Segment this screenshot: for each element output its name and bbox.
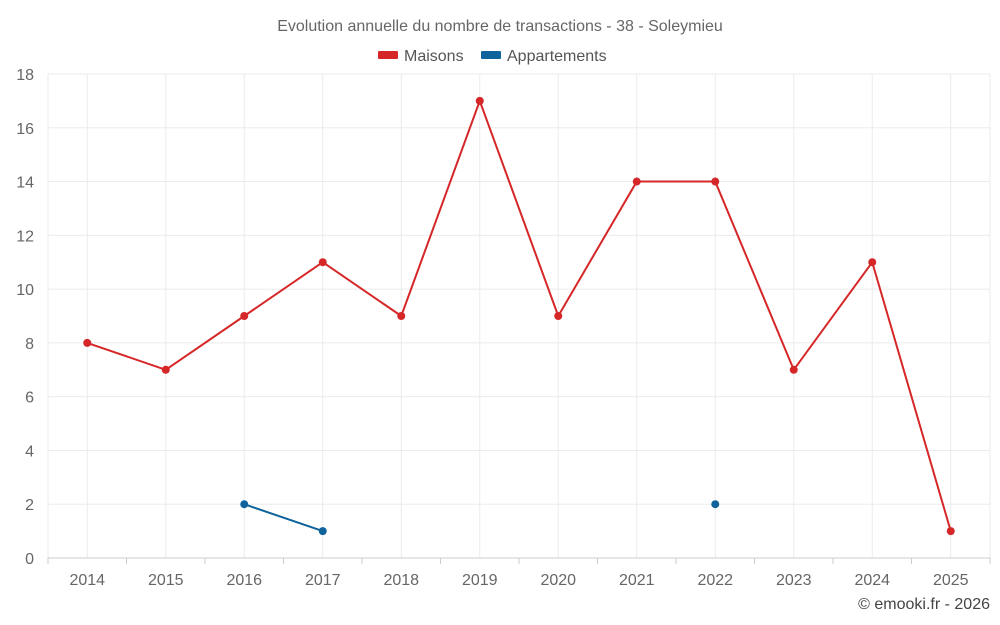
- legend[interactable]: Maisons Appartements: [378, 48, 607, 65]
- x-tick-label: 2022: [697, 572, 733, 589]
- data-point-maisons[interactable]: [632, 177, 641, 186]
- series-line-maisons: [86, 99, 952, 532]
- legend-label-maisons[interactable]: Maisons: [404, 48, 464, 65]
- x-tick-label: 2023: [776, 572, 812, 589]
- data-point-maisons[interactable]: [318, 258, 327, 267]
- x-tick-label: 2024: [854, 572, 890, 589]
- data-point-appartements[interactable]: [711, 500, 720, 509]
- data-point-maisons[interactable]: [789, 365, 798, 374]
- data-point-maisons[interactable]: [240, 312, 249, 320]
- data-point-maisons[interactable]: [397, 312, 406, 320]
- legend-swatch-appartements[interactable]: [481, 51, 501, 59]
- y-tick-label: 0: [25, 551, 34, 568]
- y-tick-label: 18: [16, 67, 34, 84]
- grid: [47, 73, 991, 558]
- chart-title: Evolution annuelle du nombre de transact…: [277, 18, 723, 35]
- series-line-appartements: [243, 503, 324, 533]
- x-tick-label: 2015: [148, 572, 184, 589]
- x-tick-label: 2014: [69, 572, 105, 589]
- y-tick-label: 16: [16, 121, 34, 138]
- data-point-maisons[interactable]: [868, 258, 877, 267]
- data-point-maisons[interactable]: [554, 312, 563, 320]
- series-appartements: [240, 500, 720, 536]
- data-point-maisons[interactable]: [161, 365, 170, 374]
- y-tick-label: 6: [25, 390, 34, 407]
- y-tick-label: 14: [16, 175, 34, 192]
- x-tick-label: 2020: [540, 572, 576, 589]
- series: [83, 96, 955, 536]
- data-point-maisons[interactable]: [83, 338, 92, 347]
- x-tick-label: 2017: [305, 572, 341, 589]
- data-point-appartements[interactable]: [240, 500, 249, 509]
- legend-label-appartements[interactable]: Appartements: [507, 48, 607, 65]
- y-tick-label: 12: [16, 228, 34, 245]
- y-tick-label: 4: [25, 443, 34, 460]
- axes: 0 2 4 6 8 10 12 14 16 18 2014 2015 2016 2017 2018 2019 2…: [16, 67, 991, 589]
- y-tick-label: 8: [25, 336, 34, 353]
- x-tick-label: 2025: [933, 572, 969, 589]
- data-point-maisons[interactable]: [711, 177, 720, 186]
- data-point-maisons[interactable]: [475, 96, 484, 105]
- series-maisons: [83, 96, 955, 536]
- data-point-maisons[interactable]: [946, 527, 955, 536]
- y-tick-label: 2: [25, 497, 34, 514]
- x-tick-label: 2019: [462, 572, 498, 589]
- legend-swatch-maisons[interactable]: [378, 51, 398, 59]
- credit-text: © emooki.fr - 2026: [858, 596, 990, 613]
- y-tick-label: 10: [16, 282, 34, 299]
- data-point-appartements[interactable]: [318, 527, 327, 536]
- x-tick-label: 2021: [619, 572, 655, 589]
- x-tick-label: 2018: [383, 572, 419, 589]
- x-tick-label: 2016: [226, 572, 262, 589]
